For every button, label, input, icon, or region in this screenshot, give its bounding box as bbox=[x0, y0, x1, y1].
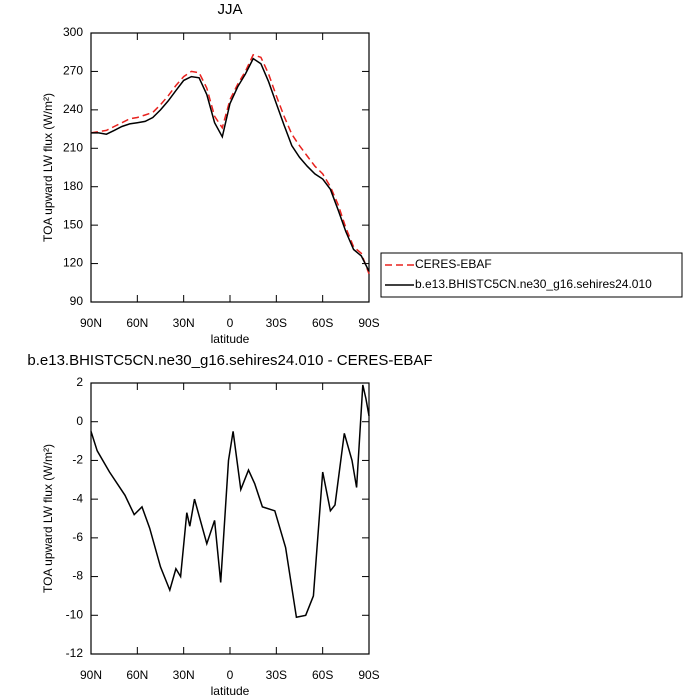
data-line bbox=[90, 384, 370, 619]
y-tick-label: -8 bbox=[72, 569, 83, 583]
y-tick-label: 120 bbox=[63, 256, 83, 270]
y-tick-label: 270 bbox=[63, 64, 83, 78]
y-tick-label: 240 bbox=[63, 102, 83, 116]
x-tick-label: 60S bbox=[312, 668, 333, 682]
x-tick-label: 90S bbox=[358, 316, 379, 330]
y-tick-label: -10 bbox=[66, 607, 84, 621]
legend-box bbox=[380, 252, 683, 298]
y-tick-label: 300 bbox=[63, 25, 83, 39]
x-tick-label: 60S bbox=[312, 316, 333, 330]
x-tick-label: 30S bbox=[266, 316, 287, 330]
y-axis-label: TOA upward LW flux (W/m²) bbox=[41, 444, 55, 593]
y-tick-label: 180 bbox=[63, 179, 83, 193]
chart-title: JJA bbox=[217, 1, 242, 18]
y-tick-label: 0 bbox=[76, 414, 83, 428]
x-tick-label: 30N bbox=[173, 668, 195, 682]
x-tick-label: 0 bbox=[227, 316, 234, 330]
x-tick-label: 0 bbox=[227, 668, 234, 682]
y-tick-label: -4 bbox=[72, 491, 83, 505]
x-tick-label: 90N bbox=[80, 316, 102, 330]
legend-label: b.e13.BHISTC5CN.ne30_g16.sehires24.010 bbox=[415, 277, 652, 291]
x-tick-label: 60N bbox=[126, 668, 148, 682]
y-tick-label: -2 bbox=[72, 453, 83, 467]
y-tick-label: -12 bbox=[66, 646, 84, 660]
y-tick-label: 90 bbox=[70, 294, 84, 308]
data-line bbox=[90, 53, 370, 275]
data-line bbox=[91, 57, 370, 272]
x-tick-label: 60N bbox=[126, 316, 148, 330]
chart-title: b.e13.BHISTC5CN.ne30_g16.sehires24.010 -… bbox=[27, 352, 432, 369]
y-tick-label: 2 bbox=[76, 375, 83, 389]
y-tick-label: 210 bbox=[63, 140, 83, 154]
plot-frame bbox=[90, 32, 370, 303]
plot-frame bbox=[90, 382, 370, 655]
y-tick-label: -6 bbox=[72, 530, 83, 544]
x-tick-label: 90S bbox=[358, 668, 379, 682]
x-tick-label: 90N bbox=[80, 668, 102, 682]
x-axis-label: latitude bbox=[211, 332, 250, 346]
x-tick-label: 30N bbox=[173, 316, 195, 330]
y-axis-label: TOA upward LW flux (W/m²) bbox=[41, 93, 55, 242]
legend-label: CERES-EBAF bbox=[415, 257, 492, 271]
x-axis-label: latitude bbox=[211, 684, 250, 698]
y-tick-label: 150 bbox=[63, 217, 83, 231]
x-tick-label: 30S bbox=[266, 668, 287, 682]
